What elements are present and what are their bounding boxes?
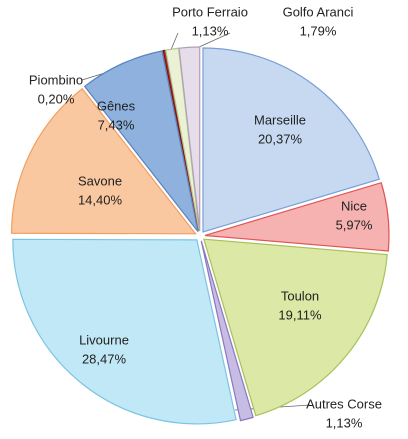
slice-value-label: 19,11% bbox=[278, 307, 322, 322]
slice-value-label: 1,79% bbox=[300, 23, 337, 38]
pie-slice bbox=[200, 240, 254, 422]
slice-label: Nice bbox=[341, 198, 367, 213]
slice-value-label: 20,37% bbox=[258, 131, 303, 146]
slice-value-label: 0,20% bbox=[38, 91, 75, 106]
slice-value-label: 1,13% bbox=[326, 415, 363, 430]
slice-value-label: 7,43% bbox=[98, 117, 135, 132]
slice-value-label: 14,40% bbox=[78, 192, 123, 207]
slice-label: Gênes bbox=[97, 98, 136, 113]
slice-label: Marseille bbox=[254, 112, 306, 127]
pie-slice bbox=[204, 181, 390, 252]
pie-slice bbox=[12, 238, 237, 425]
slice-label: Toulon bbox=[281, 288, 319, 303]
pie-slice bbox=[202, 47, 381, 233]
slice-label: Autres Corse bbox=[306, 396, 382, 411]
pie-slice bbox=[203, 238, 388, 417]
pie-slice bbox=[10, 87, 197, 235]
slice-label: Piombino bbox=[29, 72, 83, 87]
slice-label: Savone bbox=[78, 173, 122, 188]
slice-value-label: 28,47% bbox=[82, 351, 127, 366]
slice-value-label: 5,97% bbox=[336, 217, 373, 232]
pie-slice bbox=[178, 46, 201, 232]
slice-label: Livourne bbox=[79, 332, 129, 347]
slice-label: Porto Ferraio bbox=[172, 4, 248, 19]
slice-value-label: 1,13% bbox=[192, 23, 229, 38]
slice-label: Golfo Aranci bbox=[283, 4, 354, 19]
pie-slice bbox=[83, 50, 199, 232]
